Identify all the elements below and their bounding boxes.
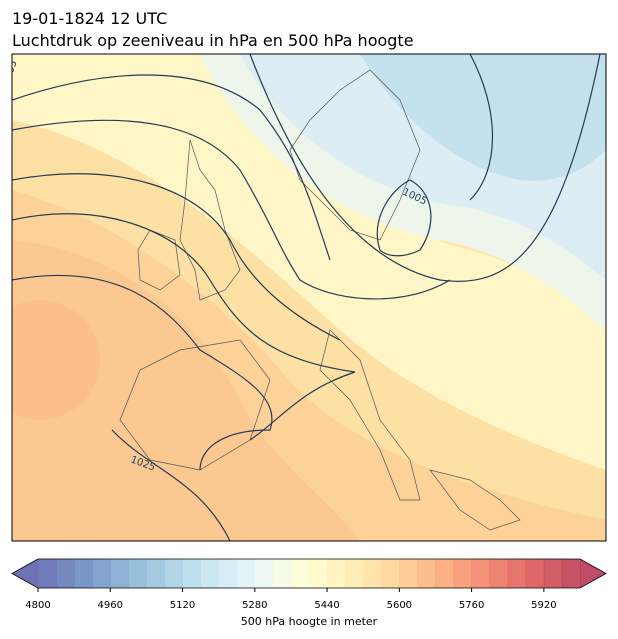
- colorbar-bin: [74, 559, 93, 588]
- colorbar-bin: [525, 559, 545, 588]
- colorbar-bin: [272, 559, 292, 588]
- colorbar-bin: [453, 559, 472, 588]
- colorbar-bin: [218, 559, 238, 588]
- colorbar-tick-label: 4960: [98, 600, 123, 611]
- colorbar-bin: [290, 559, 310, 588]
- colorbar: 4800 4960 5120 5280 5440 5600 5760 5920: [11, 558, 607, 611]
- colorbar-tick-label: 4800: [25, 600, 50, 611]
- colorbar-bin: [345, 559, 364, 588]
- map-frame: [11, 53, 607, 542]
- colorbar-extend: [12, 559, 38, 588]
- colorbar-tick-label: 5760: [459, 600, 484, 611]
- colorbar-bin: [236, 559, 256, 588]
- colorbar-tick-label: 5600: [387, 600, 412, 611]
- colorbar-bin: [182, 559, 201, 588]
- colorbar-bin: [489, 559, 509, 588]
- colorbar-bin: [110, 559, 129, 588]
- colorbar-bin: [363, 559, 382, 588]
- colorbar-bin: [200, 559, 219, 588]
- colorbar-bin: [38, 559, 57, 588]
- field-band: [12, 300, 100, 420]
- map: 1025 1005 05: [5, 54, 606, 541]
- colorbar-bin: [435, 559, 454, 588]
- contour-label: 05: [5, 59, 20, 75]
- colorbar-label: 500 hPa hoogte in meter: [241, 615, 378, 628]
- colorbar-bin: [309, 559, 328, 588]
- field-band: [360, 54, 606, 181]
- colorbar-bin: [56, 559, 75, 588]
- colorbar-bin: [164, 559, 183, 588]
- colorbar-bin: [543, 559, 563, 588]
- title-line1: 19-01-1824 12 UTC: [12, 9, 167, 28]
- colorbar-tick-label: 5120: [170, 600, 195, 611]
- colorbar-bin: [399, 559, 418, 588]
- colorbar-bin: [561, 559, 581, 588]
- colorbar-bin: [128, 559, 147, 588]
- title-line2: Luchtdruk op zeeniveau in hPa en 500 hPa…: [12, 31, 414, 50]
- colorbar-tick-label: 5440: [314, 600, 339, 611]
- colorbar-bin: [507, 559, 527, 588]
- colorbar-bin: [471, 559, 490, 588]
- colorbar-tick-label: 5280: [242, 600, 267, 611]
- colorbar-bin: [92, 559, 111, 588]
- colorbar-bin: [146, 559, 165, 588]
- colorbar-bin: [417, 559, 436, 588]
- colorbar-bin: [327, 559, 346, 588]
- colorbar-extend: [580, 559, 606, 588]
- colorbar-tick-label: 5920: [531, 600, 556, 611]
- isobars: [12, 54, 601, 541]
- colorbar-frame: [11, 558, 607, 589]
- field-band: [12, 240, 360, 541]
- colorbar-bin: [381, 559, 400, 588]
- colorbar-bin: [254, 559, 274, 588]
